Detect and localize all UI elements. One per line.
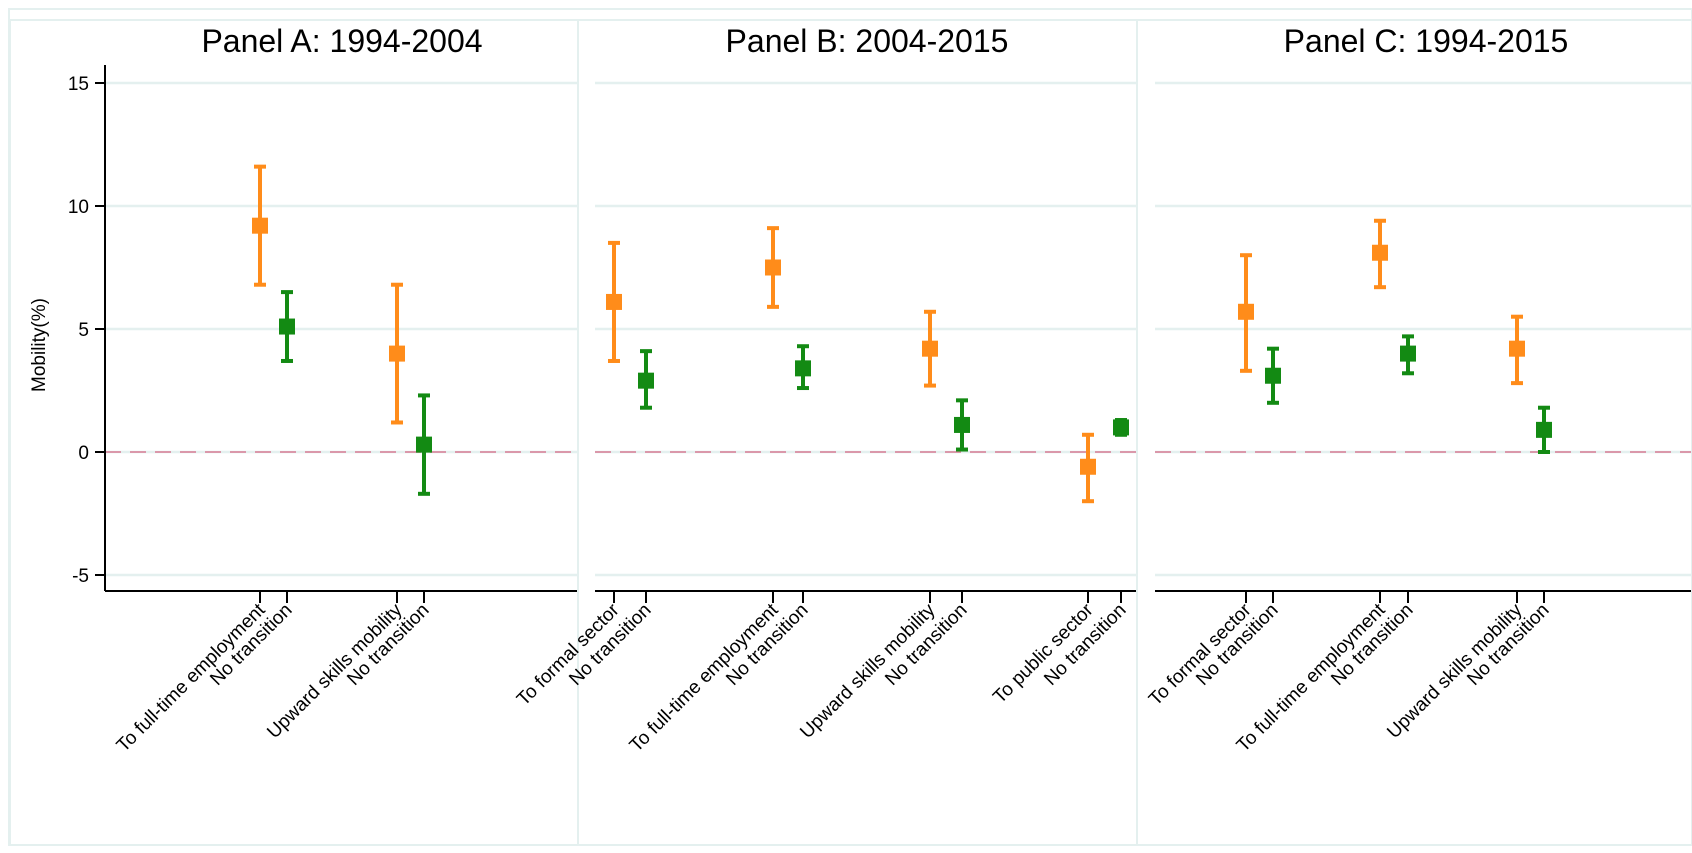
panel-border [1136,19,1692,846]
point-estimate-marker [389,345,405,362]
point-estimate-marker [416,436,432,453]
panel-title: Panel B: 2004-2015 [726,23,1009,59]
point-estimate-marker [1265,367,1281,384]
point-estimate-marker [1113,419,1129,436]
point-estimate-marker [1400,345,1416,362]
point-estimate-marker [252,217,268,234]
point-estimate-marker [922,340,938,357]
y-tick-label: 15 [68,74,89,95]
point-estimate-marker [1080,458,1096,475]
point-estimate-marker [606,293,622,310]
y-tick-label: 5 [78,320,89,341]
y-tick-label: -5 [72,566,89,587]
y-axis-label: Mobility(%) [29,298,50,392]
point-estimate-marker [1238,303,1254,320]
point-estimate-marker [1372,244,1388,261]
panel-title: Panel A: 1994-2004 [201,23,482,59]
point-estimate-marker [279,318,295,335]
point-estimate-marker [795,360,811,377]
y-tick-label: 0 [78,443,89,464]
point-estimate-marker [954,416,970,433]
y-tick-label: 10 [68,197,89,218]
point-estimate-marker [1509,340,1525,357]
point-estimate-marker [765,259,781,276]
point-estimate-marker [638,372,654,389]
panel-title: Panel C: 1994-2015 [1284,23,1569,59]
point-estimate-marker [1536,421,1552,438]
